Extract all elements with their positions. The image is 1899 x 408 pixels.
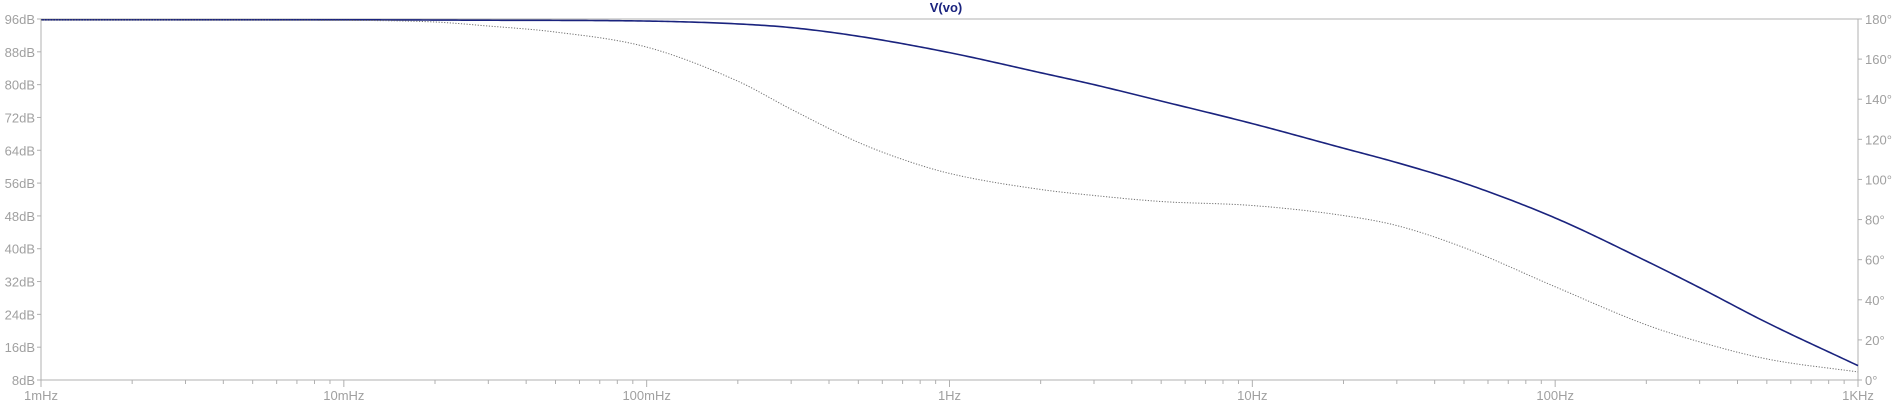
phase-point — [1160, 200, 1163, 203]
phase-point — [1039, 188, 1042, 191]
y-right-tick-label: 0° — [1865, 373, 1877, 388]
phase-point — [1857, 370, 1860, 373]
phase-point — [1395, 224, 1398, 227]
magnitude-point — [790, 26, 793, 29]
phase-curve — [41, 19, 1859, 373]
y-left-tick-label: 8dB — [12, 373, 35, 388]
y-axis-left: 96dB 88dB 80dB 72dB 64dB 56dB 48dB 40dB 32dB 24dB… — [5, 12, 41, 388]
magnitude-point — [1342, 147, 1345, 150]
magnitude-point — [1395, 161, 1398, 164]
phase-point — [554, 31, 557, 34]
y-right-tick-label: 180° — [1865, 12, 1892, 27]
phase-point — [1698, 340, 1701, 343]
y-right-tick-label: 160° — [1865, 52, 1892, 67]
y-left-tick-label: 64dB — [5, 143, 35, 158]
phase-point — [40, 19, 43, 22]
magnitude-point — [1039, 71, 1042, 74]
magnitude-point — [1554, 216, 1557, 219]
x-tick-label: 10Hz — [1237, 388, 1267, 403]
phase-point — [1463, 246, 1466, 249]
x-minor-ticks — [131, 380, 1845, 384]
magnitude-point — [645, 20, 648, 23]
y-left-tick-label: 16dB — [5, 340, 35, 355]
phase-point — [433, 21, 436, 24]
y-right-tick-label: 100° — [1865, 172, 1892, 187]
y-right-tick-label: 20° — [1865, 333, 1885, 348]
magnitude-point — [1092, 83, 1095, 86]
magnitude-point — [1857, 364, 1860, 367]
phase-point — [645, 46, 648, 49]
plot-frame — [40, 18, 1859, 381]
y-left-tick-label: 56dB — [5, 176, 35, 191]
magnitude-point — [1765, 321, 1768, 324]
y-left-tick-label: 72dB — [5, 110, 35, 125]
phase-point — [1765, 357, 1768, 360]
x-tick-label: 100Hz — [1536, 388, 1574, 403]
phase-point — [342, 19, 345, 22]
chart-title: V(vo) — [930, 0, 963, 15]
y-left-tick-label: 24dB — [5, 307, 35, 322]
y-right-tick-label: 120° — [1865, 132, 1892, 147]
x-axis: 1mHz 10mHz 100mHz 1Hz 10Hz 100Hz 1KHz — [24, 380, 1874, 403]
magnitude-curve — [41, 19, 1859, 367]
phase-point — [1092, 194, 1095, 197]
phase-point — [901, 158, 904, 161]
y-right-tick-label: 80° — [1865, 213, 1885, 228]
x-tick-label: 10mHz — [323, 388, 364, 403]
phase-point — [790, 108, 793, 111]
phase-point — [1645, 323, 1648, 326]
x-tick-label: 1Hz — [938, 388, 961, 403]
y-right-tick-label: 60° — [1865, 253, 1885, 268]
y-left-tick-label: 88dB — [5, 45, 35, 60]
phase-point — [948, 172, 951, 175]
phase-point — [736, 80, 739, 83]
magnitude-point — [857, 35, 860, 38]
magnitude-point — [487, 19, 490, 22]
x-tick-label: 100mHz — [622, 388, 670, 403]
phase-point — [1251, 204, 1254, 207]
y-left-tick-label: 48dB — [5, 209, 35, 224]
phase-point — [1554, 285, 1557, 288]
magnitude-point — [1698, 286, 1701, 289]
x-tick-label: 1mHz — [24, 388, 58, 403]
y-left-tick-label: 40dB — [5, 242, 35, 257]
phase-point — [487, 25, 490, 28]
y-axis-right: 180° 160° 140° 120° 100° 80° 60° 40° 20° 0° — [1858, 12, 1892, 388]
magnitude-point — [736, 22, 739, 25]
magnitude-point — [1160, 100, 1163, 103]
series-layer — [40, 19, 1860, 373]
phase-point — [1342, 214, 1345, 217]
y-right-tick-label: 140° — [1865, 92, 1892, 107]
x-tick-label: 1KHz — [1842, 388, 1874, 403]
phase-point — [857, 141, 860, 144]
y-right-tick-label: 40° — [1865, 293, 1885, 308]
y-left-tick-label: 96dB — [5, 12, 35, 27]
magnitude-point — [1251, 122, 1254, 125]
y-left-tick-label: 80dB — [5, 78, 35, 93]
magnitude-point — [1645, 260, 1648, 263]
y-left-tick-label: 32dB — [5, 275, 35, 290]
magnitude-point — [1463, 182, 1466, 185]
magnitude-point — [948, 51, 951, 54]
